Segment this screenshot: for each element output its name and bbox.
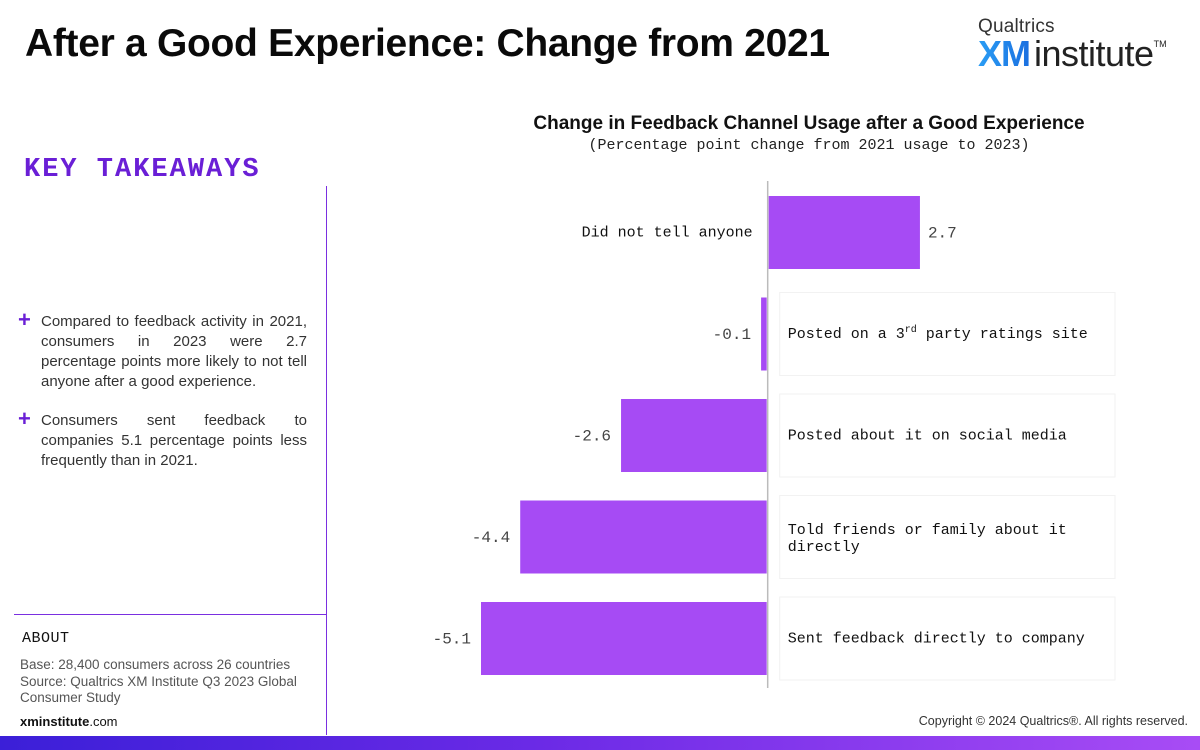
value-label: -2.6	[573, 428, 611, 446]
category-label: Posted on a 3rd party ratings site	[788, 324, 1088, 343]
logo-trademark: TM	[1153, 39, 1167, 49]
about-heading: ABOUT	[22, 630, 70, 647]
chart-subtitle: (Percentage point change from 2021 usage…	[588, 137, 1030, 154]
bar	[481, 602, 767, 675]
category-label: Posted about it on social media	[788, 428, 1067, 445]
logo-institute-text: institute	[1034, 33, 1154, 74]
takeaway-text: Consumers sent feedback to companies 5.1…	[41, 412, 307, 469]
value-label: -5.1	[433, 631, 471, 649]
category-label: Told friends or family about it directly	[788, 522, 1067, 556]
about-source: Source: Qualtrics XM Institute Q3 2023 G…	[20, 674, 297, 705]
site-link[interactable]: xminstitute.com	[20, 714, 118, 729]
logo-qualtrics-text: Qualtrics	[978, 16, 1055, 37]
bar	[621, 399, 767, 472]
footer-gradient-bar	[0, 736, 1200, 750]
copyright-text: Copyright © 2024 Qualtrics®. All rights …	[918, 714, 1188, 728]
bar	[520, 500, 767, 574]
category-label-box	[779, 393, 1116, 478]
page-title: After a Good Experience: Change from 202…	[25, 22, 830, 65]
category-label-box	[779, 596, 1116, 681]
about-base: Base: 28,400 consumers across 26 countri…	[20, 657, 291, 672]
plus-icon: +	[18, 307, 31, 332]
takeaway-item: + Compared to feedback activity in 2021,…	[18, 307, 308, 392]
takeaway-item: + Consumers sent feedback to companies 5…	[18, 406, 308, 471]
category-label-box	[779, 292, 1116, 376]
value-label: 2.7	[928, 225, 957, 243]
value-label: -4.4	[472, 529, 510, 547]
logo-xm-text: XM	[978, 33, 1031, 74]
left-panel-divider-vertical	[326, 186, 327, 735]
value-label: -0.1	[713, 326, 751, 344]
qualtrics-xm-institute-logo: Qualtrics XM instituteTM	[978, 16, 1178, 75]
bar	[761, 297, 767, 371]
plus-icon: +	[18, 406, 31, 431]
category-label: Did not tell anyone	[582, 225, 753, 242]
takeaway-text: Compared to feedback activity in 2021, c…	[41, 313, 307, 390]
site-link-suffix: .com	[89, 714, 118, 729]
category-label-box	[779, 495, 1116, 579]
chart-title: Change in Feedback Channel Usage after a…	[533, 113, 1085, 134]
logo-wordmark: XM instituteTM	[978, 33, 1167, 75]
category-label: Sent feedback directly to company	[788, 631, 1085, 648]
bar	[768, 196, 920, 269]
left-panel-divider-horizontal	[14, 614, 326, 615]
site-link-bold: xminstitute	[20, 714, 90, 729]
key-takeaways-heading: KEY TAKEAWAYS	[24, 155, 261, 185]
